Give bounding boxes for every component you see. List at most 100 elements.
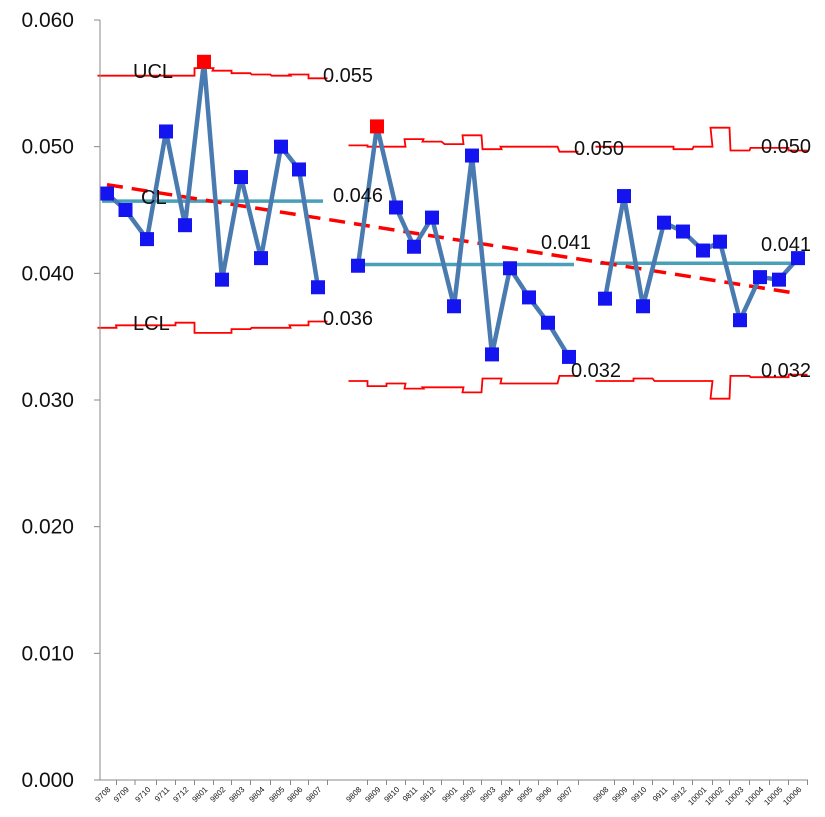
x-tick-label: 9712 <box>171 785 190 804</box>
lcl-label: LCL <box>133 313 170 335</box>
y-tick-label: 0.020 <box>21 516 74 539</box>
x-tick-label: 9804 <box>247 785 266 804</box>
x-tick-label: 9809 <box>363 785 382 804</box>
data-point <box>753 270 767 285</box>
data-point <box>118 203 133 217</box>
x-tick-label: 9808 <box>344 785 363 804</box>
lcl-value-1: 0.036 <box>323 308 373 330</box>
x-tick-label: 9910 <box>629 785 648 804</box>
ucl-value-3: 0.050 <box>761 136 811 158</box>
out-of-control-point <box>370 119 384 134</box>
data-point <box>636 299 650 314</box>
x-tick-label: 9901 <box>440 785 459 804</box>
x-tick-label: 9911 <box>651 785 670 804</box>
lcl-value-3: 0.032 <box>761 360 811 382</box>
y-tick-label: 0.040 <box>21 262 74 285</box>
x-tick-labels: 9708 9709 9710 9711 9712 9801 9802 9803 9804 9805… <box>93 780 808 807</box>
cl-value-3: 0.041 <box>761 234 811 256</box>
annotations: UCL CL LCL 0.055 0.046 0.036 0.050 0.041… <box>133 61 811 382</box>
x-tick-label: 9908 <box>591 785 610 804</box>
x-tick-label: 9709 <box>112 785 131 804</box>
ucl-line-1 <box>97 67 328 80</box>
data-point <box>541 315 555 330</box>
x-tick-label: 9710 <box>133 785 152 804</box>
x-tick-label: 10003 <box>723 785 745 807</box>
series-line-1 <box>105 59 321 288</box>
data-point <box>140 232 154 247</box>
y-tick-labels: 0.000 0.010 0.020 0.030 0.040 0.050 0.060 <box>21 9 100 792</box>
data-point <box>522 290 536 305</box>
data-point <box>311 280 325 295</box>
x-tick-label: 9905 <box>515 785 534 804</box>
data-point <box>657 215 671 230</box>
x-tick-label: 9812 <box>418 785 437 804</box>
ucl-line-2 <box>348 134 579 153</box>
data-point <box>178 218 192 233</box>
trend-line-dashed <box>106 182 799 296</box>
data-point <box>733 313 747 328</box>
x-tick-label: 9909 <box>610 785 629 804</box>
x-tick-label: 9902 <box>458 785 477 804</box>
data-point <box>598 291 612 306</box>
x-tick-label: 9904 <box>496 785 515 804</box>
cl-value-1: 0.046 <box>333 185 383 207</box>
x-tick-label: 9907 <box>555 785 574 804</box>
cl-value-2: 0.041 <box>541 232 591 254</box>
data-point <box>389 200 403 215</box>
y-tick-label: 0.030 <box>21 389 74 412</box>
data-point <box>791 251 805 266</box>
x-tick-label: 10002 <box>703 785 725 807</box>
series-line-2 <box>355 124 571 359</box>
data-point <box>447 299 461 314</box>
x-tick-label: 9802 <box>208 785 227 804</box>
lcl-line-3 <box>595 373 808 400</box>
series-line-3 <box>602 193 800 323</box>
x-tick-label: 10004 <box>743 785 765 807</box>
x-tick-label: 9806 <box>285 785 304 804</box>
axes <box>99 20 808 781</box>
x-tick-label: 9807 <box>304 785 323 804</box>
y-tick-label: 0.060 <box>21 9 74 32</box>
data-point <box>503 261 517 276</box>
y-tick-label: 0.010 <box>21 642 74 665</box>
data-point <box>234 170 248 185</box>
data-point <box>254 251 268 266</box>
lcl-line-1 <box>97 320 328 334</box>
x-tick-label: 9903 <box>478 785 497 804</box>
ucl-line-3 <box>595 126 808 152</box>
lcl-line-2 <box>348 375 579 394</box>
x-tick-label: 9805 <box>267 785 286 804</box>
data-point <box>696 243 710 258</box>
x-tick-label: 9711 <box>153 785 172 804</box>
x-tick-label: 9708 <box>93 785 112 804</box>
data-point <box>292 162 306 177</box>
ucl-label: UCL <box>133 61 173 83</box>
data-point <box>425 210 439 225</box>
trend-line <box>106 182 799 296</box>
x-tick-label: 10005 <box>762 785 784 807</box>
cl-label: CL <box>141 187 167 209</box>
data-point <box>407 239 421 254</box>
control-limits <box>97 67 808 400</box>
x-tick-label: 9803 <box>227 785 246 804</box>
data-point <box>159 124 173 139</box>
data-point <box>562 349 576 364</box>
lcl-value-2: 0.032 <box>571 360 621 382</box>
x-tick-label: 10006 <box>781 785 803 807</box>
data-series <box>100 54 805 364</box>
ucl-value-1: 0.055 <box>323 65 373 87</box>
data-point <box>485 347 499 362</box>
data-point <box>713 234 727 249</box>
data-point <box>215 272 229 287</box>
ucl-value-2: 0.050 <box>574 138 624 160</box>
x-tick-label: 9810 <box>382 785 401 804</box>
data-point <box>100 186 114 201</box>
x-tick-label: 9801 <box>190 785 209 804</box>
data-point <box>617 189 631 204</box>
data-point <box>274 139 288 154</box>
data-point <box>465 148 479 163</box>
data-point <box>351 258 365 273</box>
x-tick-label: 9906 <box>534 785 553 804</box>
out-of-control-point <box>197 54 211 69</box>
